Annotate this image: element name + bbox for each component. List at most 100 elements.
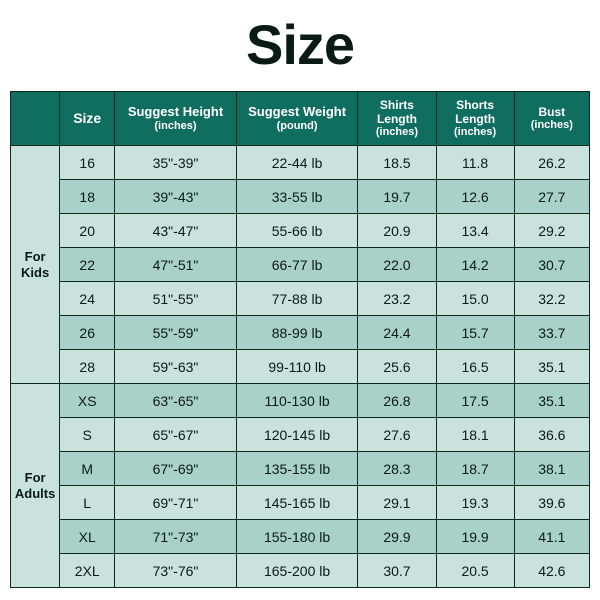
cell-height: 67"-69" — [115, 452, 237, 486]
cell-height: 59"-63" — [115, 350, 237, 384]
table-row: 2655"-59"88-99 lb24.415.733.7 — [11, 316, 590, 350]
cell-shorts_length: 19.9 — [436, 520, 514, 554]
cell-shorts_length: 15.7 — [436, 316, 514, 350]
cell-height: 73"-76" — [115, 554, 237, 588]
cell-height: 63"-65" — [115, 384, 237, 418]
cell-size: XS — [60, 384, 115, 418]
cell-bust: 32.2 — [514, 282, 589, 316]
cell-size: 2XL — [60, 554, 115, 588]
cell-shorts_length: 13.4 — [436, 214, 514, 248]
cell-shirts_length: 30.7 — [358, 554, 436, 588]
table-header: SizeSuggest Height(inches)Suggest Weight… — [11, 92, 590, 146]
table-row: M67"-69"135-155 lb28.318.738.1 — [11, 452, 590, 486]
table-row: XL71"-73"155-180 lb29.919.941.1 — [11, 520, 590, 554]
cell-weight: 66-77 lb — [236, 248, 358, 282]
cell-shorts_length: 19.3 — [436, 486, 514, 520]
cell-bust: 35.1 — [514, 350, 589, 384]
cell-shorts_length: 11.8 — [436, 146, 514, 180]
header-height: Suggest Height(inches) — [115, 92, 237, 146]
header-bust: Bust(inches) — [514, 92, 589, 146]
cell-bust: 29.2 — [514, 214, 589, 248]
cell-height: 51"-55" — [115, 282, 237, 316]
cell-bust: 36.6 — [514, 418, 589, 452]
table-row: 2451"-55"77-88 lb23.215.032.2 — [11, 282, 590, 316]
cell-bust: 27.7 — [514, 180, 589, 214]
cell-shirts_length: 29.9 — [358, 520, 436, 554]
cell-shirts_length: 18.5 — [358, 146, 436, 180]
cell-shorts_length: 20.5 — [436, 554, 514, 588]
cell-bust: 42.6 — [514, 554, 589, 588]
cell-size: 20 — [60, 214, 115, 248]
cell-weight: 110-130 lb — [236, 384, 358, 418]
cell-weight: 120-145 lb — [236, 418, 358, 452]
cell-size: M — [60, 452, 115, 486]
cell-shirts_length: 24.4 — [358, 316, 436, 350]
cell-size: 18 — [60, 180, 115, 214]
size-table: SizeSuggest Height(inches)Suggest Weight… — [10, 91, 590, 588]
group-label: ForAdults — [11, 384, 60, 588]
header-shorts_length: Shorts Length(inches) — [436, 92, 514, 146]
cell-shirts_length: 27.6 — [358, 418, 436, 452]
cell-size: 24 — [60, 282, 115, 316]
cell-size: XL — [60, 520, 115, 554]
cell-shirts_length: 29.1 — [358, 486, 436, 520]
cell-bust: 41.1 — [514, 520, 589, 554]
cell-bust: 38.1 — [514, 452, 589, 486]
cell-weight: 135-155 lb — [236, 452, 358, 486]
cell-height: 55"-59" — [115, 316, 237, 350]
cell-bust: 39.6 — [514, 486, 589, 520]
header-shirts_length: Shirts Length(inches) — [358, 92, 436, 146]
cell-weight: 155-180 lb — [236, 520, 358, 554]
table-row: 2859"-63"99-110 lb25.616.535.1 — [11, 350, 590, 384]
cell-weight: 33-55 lb — [236, 180, 358, 214]
cell-height: 71"-73" — [115, 520, 237, 554]
table-row: 2XL73"-76"165-200 lb30.720.542.6 — [11, 554, 590, 588]
cell-weight: 145-165 lb — [236, 486, 358, 520]
table-row: 2043"-47"55-66 lb20.913.429.2 — [11, 214, 590, 248]
cell-size: 16 — [60, 146, 115, 180]
cell-shorts_length: 12.6 — [436, 180, 514, 214]
header-spacer — [11, 92, 60, 146]
cell-weight: 77-88 lb — [236, 282, 358, 316]
cell-weight: 88-99 lb — [236, 316, 358, 350]
cell-size: L — [60, 486, 115, 520]
cell-size: 28 — [60, 350, 115, 384]
cell-shorts_length: 17.5 — [436, 384, 514, 418]
cell-bust: 35.1 — [514, 384, 589, 418]
cell-height: 47"-51" — [115, 248, 237, 282]
cell-shorts_length: 15.0 — [436, 282, 514, 316]
cell-shirts_length: 25.6 — [358, 350, 436, 384]
cell-weight: 99-110 lb — [236, 350, 358, 384]
page-title: Size — [10, 12, 590, 77]
cell-bust: 30.7 — [514, 248, 589, 282]
cell-shirts_length: 19.7 — [358, 180, 436, 214]
cell-shorts_length: 14.2 — [436, 248, 514, 282]
group-label: ForKids — [11, 146, 60, 384]
cell-height: 39"-43" — [115, 180, 237, 214]
cell-shorts_length: 16.5 — [436, 350, 514, 384]
cell-shirts_length: 23.2 — [358, 282, 436, 316]
table-body: ForKids1635"-39"22-44 lb18.511.826.21839… — [11, 146, 590, 588]
cell-bust: 26.2 — [514, 146, 589, 180]
cell-weight: 22-44 lb — [236, 146, 358, 180]
header-size: Size — [60, 92, 115, 146]
table-row: ForKids1635"-39"22-44 lb18.511.826.2 — [11, 146, 590, 180]
cell-height: 35"-39" — [115, 146, 237, 180]
cell-bust: 33.7 — [514, 316, 589, 350]
table-row: 1839"-43"33-55 lb19.712.627.7 — [11, 180, 590, 214]
cell-shirts_length: 28.3 — [358, 452, 436, 486]
table-row: 2247"-51"66-77 lb22.014.230.7 — [11, 248, 590, 282]
cell-size: 22 — [60, 248, 115, 282]
cell-height: 43"-47" — [115, 214, 237, 248]
header-weight: Suggest Weight(pound) — [236, 92, 358, 146]
cell-shirts_length: 22.0 — [358, 248, 436, 282]
table-row: L69"-71"145-165 lb29.119.339.6 — [11, 486, 590, 520]
cell-shorts_length: 18.1 — [436, 418, 514, 452]
cell-size: S — [60, 418, 115, 452]
cell-height: 69"-71" — [115, 486, 237, 520]
cell-shirts_length: 20.9 — [358, 214, 436, 248]
cell-shirts_length: 26.8 — [358, 384, 436, 418]
table-row: S65"-67"120-145 lb27.618.136.6 — [11, 418, 590, 452]
cell-size: 26 — [60, 316, 115, 350]
table-row: ForAdultsXS63"-65"110-130 lb26.817.535.1 — [11, 384, 590, 418]
